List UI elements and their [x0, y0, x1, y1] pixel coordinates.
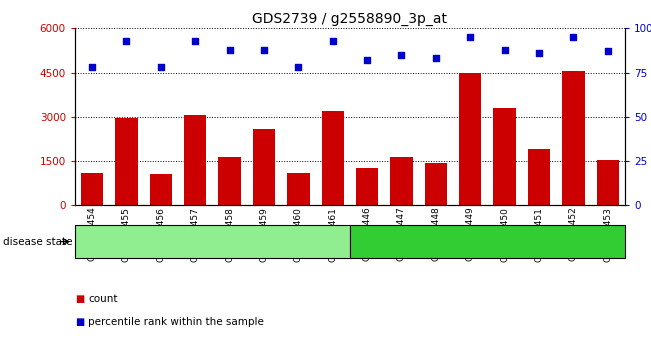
Point — [534, 50, 544, 56]
Bar — [424, 162, 447, 205]
Point — [603, 48, 613, 54]
Point — [396, 52, 407, 58]
Bar — [287, 173, 309, 205]
Text: hyperplastic enlarged lobular unit: hyperplastic enlarged lobular unit — [393, 236, 582, 247]
Bar — [81, 173, 104, 205]
Point — [121, 38, 132, 44]
Bar — [115, 118, 137, 205]
Point — [190, 38, 201, 44]
Bar — [184, 115, 206, 205]
Point — [156, 64, 166, 70]
Text: ■: ■ — [75, 294, 84, 304]
Point — [87, 64, 97, 70]
Point — [258, 47, 269, 52]
Text: percentile rank within the sample: percentile rank within the sample — [88, 317, 264, 327]
Text: ■: ■ — [75, 317, 84, 327]
Bar — [596, 160, 619, 205]
Title: GDS2739 / g2558890_3p_at: GDS2739 / g2558890_3p_at — [253, 12, 447, 26]
Bar — [253, 129, 275, 205]
Point — [568, 34, 579, 40]
Point — [293, 64, 303, 70]
Text: count: count — [88, 294, 117, 304]
Bar — [218, 156, 241, 205]
Point — [225, 47, 235, 52]
Bar — [322, 111, 344, 205]
Bar — [562, 71, 585, 205]
Point — [431, 56, 441, 61]
Bar — [528, 149, 550, 205]
Point — [327, 38, 338, 44]
Text: normal terminal duct lobular unit: normal terminal duct lobular unit — [120, 236, 305, 247]
Point — [499, 47, 510, 52]
Text: disease state: disease state — [3, 236, 73, 247]
Bar — [459, 73, 482, 205]
Bar — [150, 175, 172, 205]
Point — [362, 57, 372, 63]
Bar — [493, 108, 516, 205]
Bar — [356, 169, 378, 205]
Point — [465, 34, 475, 40]
Bar — [391, 156, 413, 205]
